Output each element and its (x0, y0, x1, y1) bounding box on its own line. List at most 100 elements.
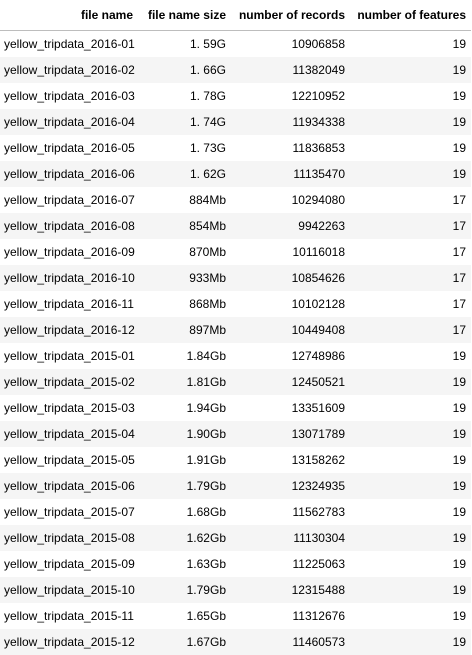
cell-file-name: yellow_tripdata_2016-12 (0, 317, 138, 343)
cell-file-size: 1.94Gb (138, 395, 231, 421)
cell-feature-count: 19 (350, 577, 471, 603)
cell-file-size: 1.84Gb (138, 343, 231, 369)
cell-file-size: 1. 62G (138, 161, 231, 187)
cell-feature-count: 19 (350, 629, 471, 655)
cell-file-name: yellow_tripdata_2015-10 (0, 577, 138, 603)
cell-file-name: yellow_tripdata_2015-09 (0, 551, 138, 577)
cell-record-count: 13351609 (231, 395, 350, 421)
cell-file-name: yellow_tripdata_2015-12 (0, 629, 138, 655)
cell-feature-count: 19 (350, 551, 471, 577)
cell-file-size: 1. 78G (138, 83, 231, 109)
cell-record-count: 11562783 (231, 499, 350, 525)
cell-record-count: 12748986 (231, 343, 350, 369)
cell-record-count: 10116018 (231, 239, 350, 265)
cell-feature-count: 19 (350, 421, 471, 447)
cell-record-count: 11312676 (231, 603, 350, 629)
cell-record-count: 12324935 (231, 473, 350, 499)
cell-feature-count: 17 (350, 239, 471, 265)
cell-feature-count: 19 (350, 31, 471, 58)
cell-file-size: 1. 66G (138, 57, 231, 83)
cell-feature-count: 17 (350, 213, 471, 239)
cell-feature-count: 19 (350, 343, 471, 369)
cell-feature-count: 19 (350, 57, 471, 83)
cell-feature-count: 19 (350, 395, 471, 421)
cell-file-size: 1.91Gb (138, 447, 231, 473)
cell-record-count: 10906858 (231, 31, 350, 58)
header-file-name-size: file name size (138, 0, 231, 31)
cell-file-size: 1.68Gb (138, 499, 231, 525)
cell-record-count: 11225063 (231, 551, 350, 577)
cell-file-name: yellow_tripdata_2015-02 (0, 369, 138, 395)
cell-file-name: yellow_tripdata_2015-01 (0, 343, 138, 369)
cell-file-size: 1.67Gb (138, 629, 231, 655)
cell-file-name: yellow_tripdata_2016-03 (0, 83, 138, 109)
cell-record-count: 9942263 (231, 213, 350, 239)
cell-file-size: 1. 73G (138, 135, 231, 161)
cell-record-count: 11460573 (231, 629, 350, 655)
cell-record-count: 11135470 (231, 161, 350, 187)
cell-record-count: 10854626 (231, 265, 350, 291)
cell-file-size: 1.65Gb (138, 603, 231, 629)
cell-file-size: 870Mb (138, 239, 231, 265)
cell-file-name: yellow_tripdata_2016-04 (0, 109, 138, 135)
cell-file-size: 897Mb (138, 317, 231, 343)
cell-file-name: yellow_tripdata_2015-05 (0, 447, 138, 473)
cell-record-count: 11382049 (231, 57, 350, 83)
cell-feature-count: 19 (350, 161, 471, 187)
cell-file-name: yellow_tripdata_2016-06 (0, 161, 138, 187)
table-header: file name file name size number of recor… (0, 0, 471, 31)
header-number-of-features: number of features (350, 0, 471, 31)
cell-file-name: yellow_tripdata_2015-06 (0, 473, 138, 499)
cell-file-name: yellow_tripdata_2016-01 (0, 31, 138, 58)
cell-file-size: 1.63Gb (138, 551, 231, 577)
cell-feature-count: 19 (350, 83, 471, 109)
cell-record-count: 12210952 (231, 83, 350, 109)
cell-file-size: 1.79Gb (138, 473, 231, 499)
cell-file-size: 1. 59G (138, 31, 231, 58)
cell-file-name: yellow_tripdata_2016-08 (0, 213, 138, 239)
cell-feature-count: 19 (350, 109, 471, 135)
cell-file-size: 933Mb (138, 265, 231, 291)
cell-record-count: 12450521 (231, 369, 350, 395)
cell-record-count: 13071789 (231, 421, 350, 447)
cell-file-size: 1.79Gb (138, 577, 231, 603)
cell-file-size: 1.62Gb (138, 525, 231, 551)
cell-feature-count: 19 (350, 135, 471, 161)
cell-file-name: yellow_tripdata_2016-07 (0, 187, 138, 213)
cell-file-name: yellow_tripdata_2015-11 (0, 603, 138, 629)
cell-file-size: 884Mb (138, 187, 231, 213)
cell-record-count: 10449408 (231, 317, 350, 343)
cell-feature-count: 19 (350, 473, 471, 499)
cell-record-count: 12315488 (231, 577, 350, 603)
cell-file-name: yellow_tripdata_2016-11 (0, 291, 138, 317)
cell-file-name: yellow_tripdata_2015-03 (0, 395, 138, 421)
cell-record-count: 11934338 (231, 109, 350, 135)
cell-file-name: yellow_tripdata_2015-07 (0, 499, 138, 525)
cell-file-name: yellow_tripdata_2016-05 (0, 135, 138, 161)
cell-file-name: yellow_tripdata_2016-09 (0, 239, 138, 265)
header-number-of-records: number of records (231, 0, 350, 31)
cell-file-name: yellow_tripdata_2016-02 (0, 57, 138, 83)
cell-feature-count: 19 (350, 525, 471, 551)
cell-record-count: 11130304 (231, 525, 350, 551)
cell-feature-count: 17 (350, 187, 471, 213)
cell-record-count: 10102128 (231, 291, 350, 317)
